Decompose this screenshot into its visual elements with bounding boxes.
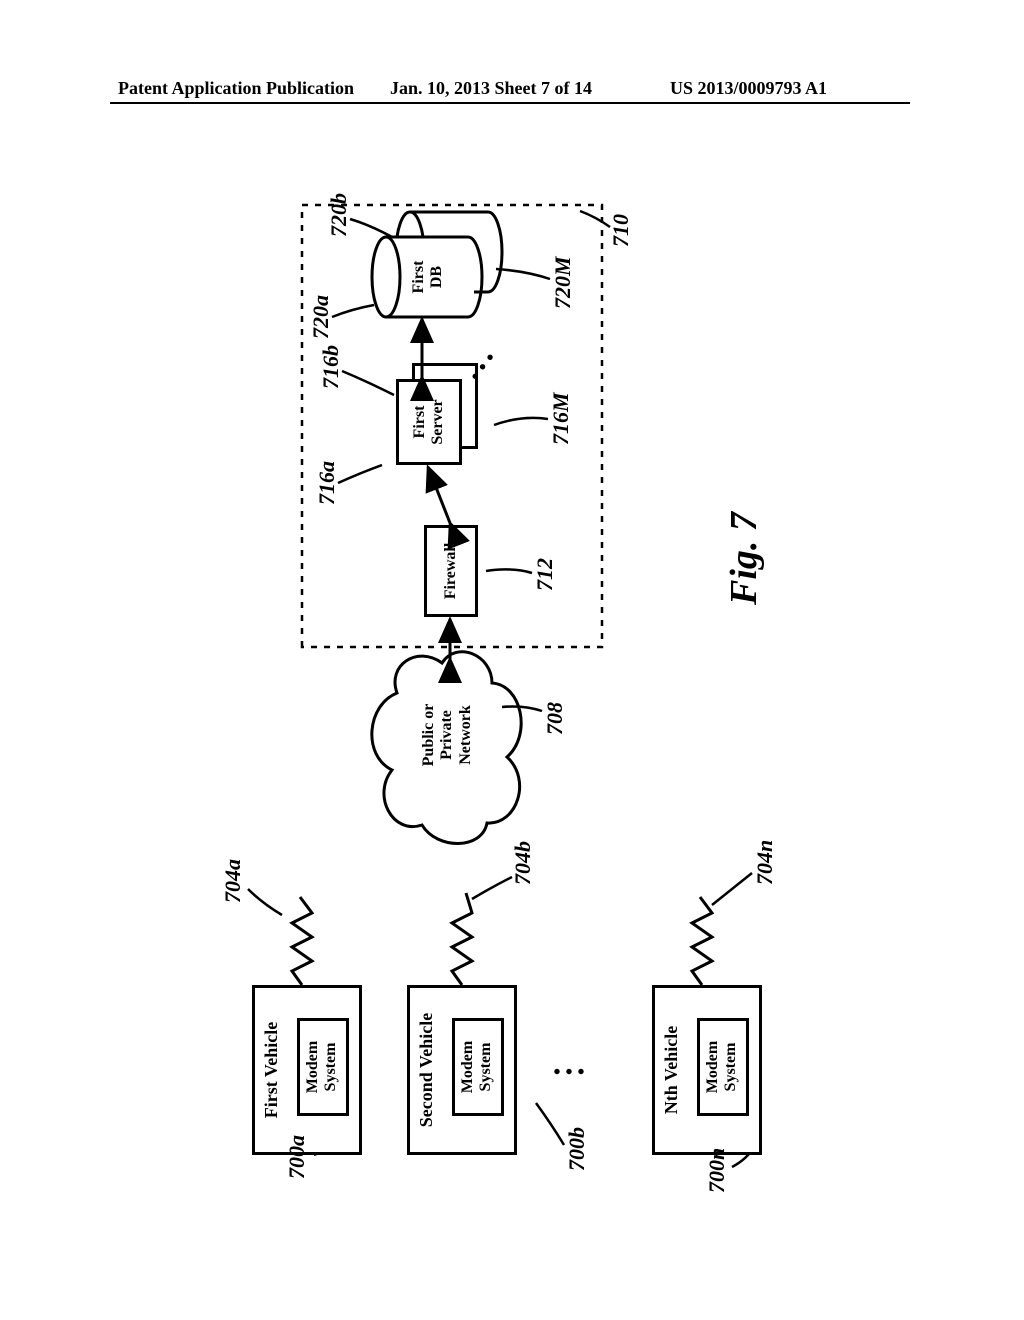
header-right: US 2013/0009793 A1 — [670, 78, 827, 99]
figure-area: First Vehicle ModemSystem Second Vehicle… — [112, 160, 912, 1210]
header-rule — [110, 102, 910, 104]
diagram-svg-arrows — [192, 185, 832, 1185]
header-center: Jan. 10, 2013 Sheet 7 of 14 — [390, 78, 592, 99]
header-left: Patent Application Publication — [118, 78, 354, 99]
network-diagram: First Vehicle ModemSystem Second Vehicle… — [192, 185, 832, 1185]
diagram-rotated-wrapper: First Vehicle ModemSystem Second Vehicle… — [192, 185, 832, 1185]
